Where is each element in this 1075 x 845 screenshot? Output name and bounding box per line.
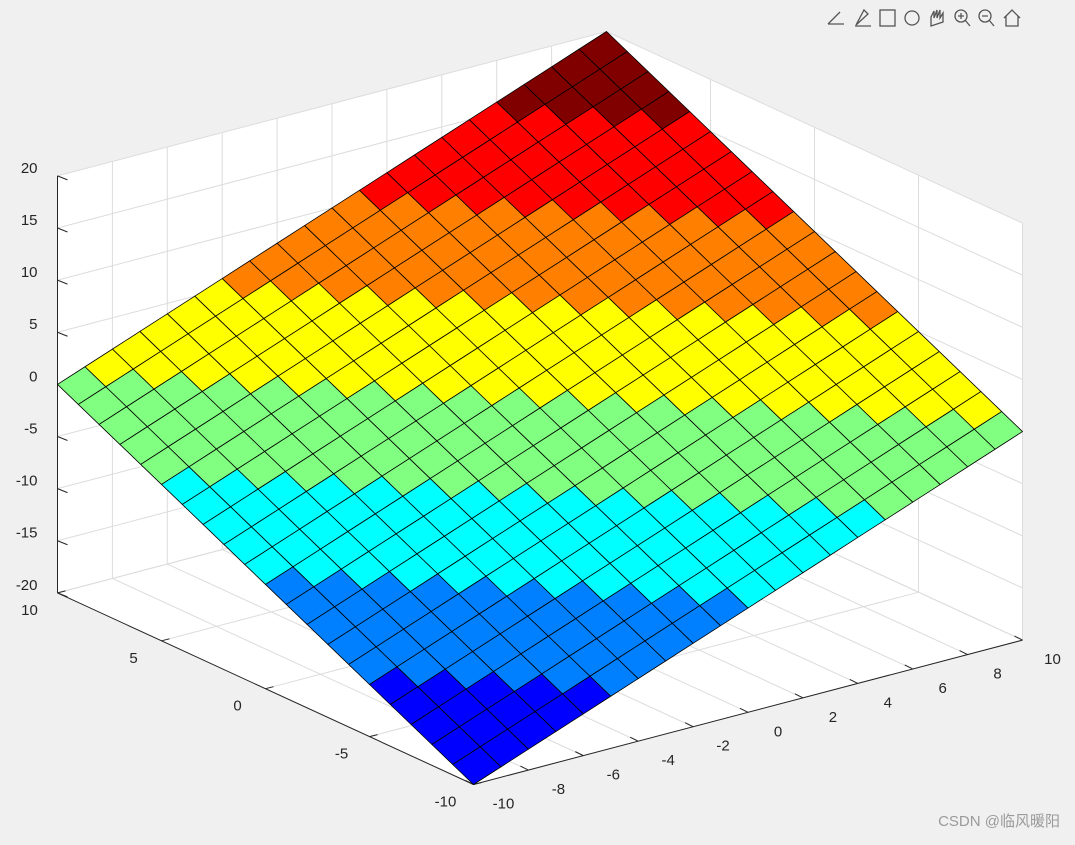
z-tick: [57, 436, 68, 441]
toolbar-brush[interactable]: [827, 11, 844, 25]
x-tick-label: 4: [884, 694, 892, 711]
x-tick: [904, 664, 913, 670]
x-tick-label: -4: [662, 752, 675, 769]
toolbar-zoom-in-mark: [958, 13, 971, 27]
x-tick-label: -8: [552, 781, 565, 798]
toolbar-zoom-out[interactable]: [978, 9, 992, 23]
toolbar-legend[interactable]: [879, 9, 896, 27]
z-tick: [57, 175, 68, 181]
z-tick-label: 0: [29, 368, 37, 385]
y-tick-label: 5: [129, 650, 137, 667]
y-tick: [265, 686, 274, 690]
z-tick: [57, 592, 68, 598]
grid-line: [606, 31, 1023, 224]
z-tick-label: 10: [21, 264, 38, 281]
x-tick: [520, 765, 529, 771]
toolbar-home[interactable]: [1003, 9, 1021, 27]
x-tick-label: -2: [716, 738, 729, 755]
y-tick: [473, 782, 482, 785]
z-tick: [57, 227, 68, 233]
z-tick: [57, 540, 68, 546]
y-tick-label: 10: [21, 602, 38, 619]
z-tick-label: -15: [16, 525, 38, 542]
y-tick: [57, 590, 66, 594]
x-tick-label: -10: [493, 795, 515, 812]
x-tick: [575, 751, 584, 757]
z-tick-label: -20: [16, 577, 38, 594]
toolbar-zoom-out-mark: [982, 15, 995, 27]
x-tick: [794, 693, 804, 699]
z-tick: [57, 279, 68, 285]
x-tick: [629, 736, 639, 742]
x-tick-label: 10: [1044, 651, 1061, 668]
toolbar: [827, 8, 1021, 27]
x-tick-label: -6: [607, 767, 620, 784]
grid-line: [57, 31, 607, 177]
x-tick: [849, 678, 859, 684]
toolbar-zoom-in[interactable]: [954, 9, 968, 23]
surface-face: [452, 746, 502, 785]
x-tick-label: 8: [993, 666, 1001, 683]
z-tick-label: -5: [24, 420, 37, 437]
z-tick-label: -10: [16, 473, 38, 490]
y-tick-label: 0: [233, 698, 241, 715]
watermark: CSDN @临风暖阳: [938, 813, 1060, 830]
toolbar-rotate[interactable]: [904, 10, 920, 26]
toolbar-data-tip[interactable]: [855, 8, 871, 27]
z-tick-label: 15: [21, 212, 38, 229]
z-tick-label: 20: [21, 160, 38, 177]
x-tick: [739, 707, 749, 713]
y-tick: [161, 638, 170, 642]
y-tick: [369, 734, 378, 738]
x-tick: [465, 780, 474, 785]
y-tick-label: -10: [435, 793, 457, 810]
x-tick-label: 2: [829, 709, 837, 726]
x-tick-label: 0: [774, 723, 782, 740]
x-tick: [959, 650, 968, 655]
toolbar-pan[interactable]: [930, 9, 944, 27]
x-tick: [684, 722, 694, 728]
x-tick-label: 6: [939, 680, 947, 697]
x-tick: [1014, 635, 1023, 641]
z-tick-label: 5: [29, 316, 37, 333]
z-tick: [57, 488, 68, 494]
y-tick-label: -5: [335, 746, 348, 763]
z-tick: [57, 331, 68, 337]
